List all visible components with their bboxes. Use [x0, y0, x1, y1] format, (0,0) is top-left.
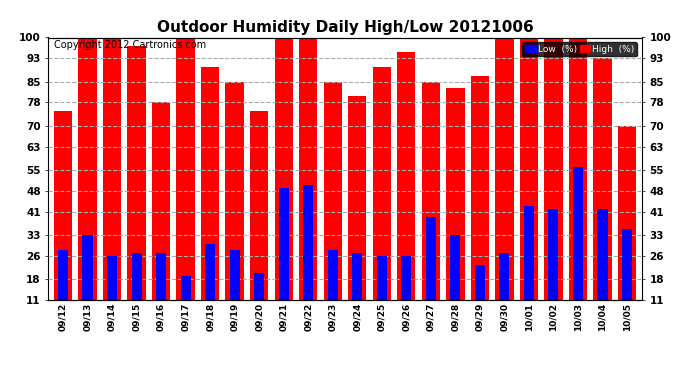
Bar	[303, 185, 313, 333]
Bar	[471, 76, 489, 333]
Bar	[132, 253, 141, 333]
Bar	[128, 46, 146, 333]
Text: Copyright 2012 Cartronics.com: Copyright 2012 Cartronics.com	[55, 40, 206, 50]
Bar	[500, 253, 509, 333]
Bar	[230, 250, 239, 333]
Bar	[79, 38, 97, 333]
Bar	[205, 244, 215, 333]
Bar	[107, 256, 117, 333]
Bar	[377, 256, 387, 333]
Bar	[54, 111, 72, 333]
Bar	[397, 52, 415, 333]
Bar	[152, 102, 170, 333]
Legend: Low  (%), High  (%): Low (%), High (%)	[522, 42, 637, 56]
Bar	[446, 88, 464, 333]
Bar	[373, 67, 391, 333]
Bar	[573, 167, 583, 333]
Bar	[177, 38, 195, 333]
Bar	[201, 67, 219, 333]
Bar	[618, 126, 636, 333]
Bar	[156, 253, 166, 333]
Bar	[451, 235, 460, 333]
Bar	[348, 96, 366, 333]
Bar	[324, 82, 342, 333]
Bar	[83, 235, 92, 333]
Bar	[58, 250, 68, 333]
Bar	[520, 38, 538, 333]
Bar	[181, 276, 190, 333]
Bar	[622, 229, 632, 333]
Bar	[524, 206, 534, 333]
Bar	[328, 250, 338, 333]
Bar	[495, 38, 513, 333]
Bar	[250, 111, 268, 333]
Bar	[544, 38, 562, 333]
Title: Outdoor Humidity Daily High/Low 20121006: Outdoor Humidity Daily High/Low 20121006	[157, 20, 533, 35]
Bar	[275, 38, 293, 333]
Bar	[226, 82, 244, 333]
Bar	[593, 58, 611, 333]
Bar	[549, 209, 558, 333]
Bar	[402, 256, 411, 333]
Bar	[299, 38, 317, 333]
Bar	[352, 253, 362, 333]
Bar	[254, 273, 264, 333]
Bar	[103, 38, 121, 333]
Bar	[422, 82, 440, 333]
Bar	[279, 188, 288, 333]
Bar	[475, 265, 485, 333]
Bar	[569, 38, 587, 333]
Bar	[426, 217, 436, 333]
Bar	[598, 209, 607, 333]
